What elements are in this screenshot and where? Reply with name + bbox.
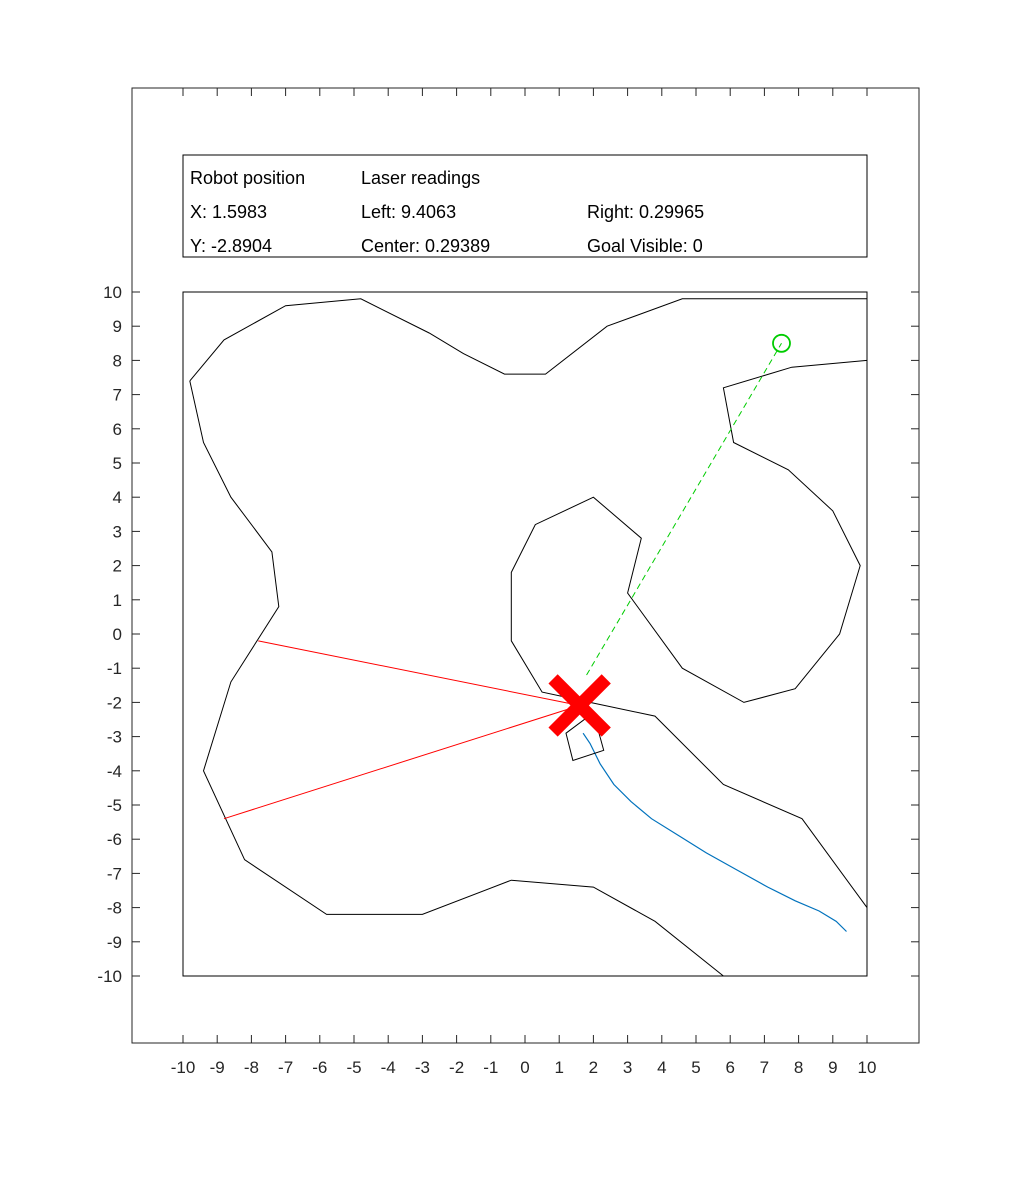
laser-center-value: Center: 0.29389 bbox=[361, 236, 490, 256]
x-tick-label: -10 bbox=[171, 1058, 196, 1077]
x-axis-tick-labels: -10 -9 -8 -7 -6 -5 -4 -3 -2 -1 0 1 2 3 4 5 6 7 8 9 10 bbox=[171, 1058, 877, 1077]
y-tick-label: -4 bbox=[107, 762, 122, 781]
x-tick-label: 9 bbox=[828, 1058, 837, 1077]
info-panel: Robot position Laser readings X: 1.5983 … bbox=[182, 154, 868, 258]
goal-visible-value: Goal Visible: 0 bbox=[587, 236, 703, 256]
laser-right-value: Right: 0.29965 bbox=[587, 202, 704, 222]
x-tick-label: -1 bbox=[483, 1058, 498, 1077]
y-tick-label: 10 bbox=[103, 283, 122, 302]
robot-position-title: Robot position bbox=[190, 168, 305, 188]
obstacle-wall-2 bbox=[510, 359, 868, 908]
y-tick-label: -5 bbox=[107, 796, 122, 815]
x-tick-label: -7 bbox=[278, 1058, 293, 1077]
robot-x-value: X: 1.5983 bbox=[190, 202, 267, 222]
arena-boundary bbox=[182, 291, 868, 977]
y-tick-label: 9 bbox=[113, 317, 122, 336]
robot-body bbox=[565, 711, 605, 762]
x-tick-label: -3 bbox=[415, 1058, 430, 1077]
x-tick-label: 1 bbox=[554, 1058, 563, 1077]
laser-ray-right bbox=[223, 705, 580, 820]
y-tick-label: -3 bbox=[107, 728, 122, 747]
robot-marker-stroke-2 bbox=[548, 674, 611, 737]
x-tick-label: 8 bbox=[794, 1058, 803, 1077]
obstacle-wall-3 bbox=[189, 380, 724, 977]
x-tick-label: 3 bbox=[623, 1058, 632, 1077]
laser-ray-left bbox=[258, 640, 580, 706]
x-tick-label: 10 bbox=[858, 1058, 877, 1077]
y-tick-label: 7 bbox=[113, 386, 122, 405]
y-tick-label: 8 bbox=[113, 351, 122, 370]
info-panel-border bbox=[182, 154, 868, 258]
x-tick-label: -2 bbox=[449, 1058, 464, 1077]
goal-marker bbox=[772, 333, 791, 353]
robot-y-value: Y: -2.8904 bbox=[190, 236, 272, 256]
y-tick-label: 1 bbox=[113, 591, 122, 610]
plot-area bbox=[182, 291, 868, 977]
x-tick-label: -4 bbox=[381, 1058, 396, 1077]
y-tick-label: -7 bbox=[107, 864, 122, 883]
robot-path bbox=[582, 732, 847, 932]
y-tick-label: -8 bbox=[107, 899, 122, 918]
laser-left-value: Left: 9.4063 bbox=[361, 202, 456, 222]
y-tick-label: -6 bbox=[107, 830, 122, 849]
y-tick-label: 6 bbox=[113, 420, 122, 439]
x-tick-label: 6 bbox=[725, 1058, 734, 1077]
y-tick-label: -9 bbox=[107, 933, 122, 952]
x-tick-label: -5 bbox=[346, 1058, 361, 1077]
x-tick-label: -9 bbox=[210, 1058, 225, 1077]
y-tick-label: 3 bbox=[113, 522, 122, 541]
y-tick-label: -2 bbox=[107, 693, 122, 712]
x-tick-label: 0 bbox=[520, 1058, 529, 1077]
y-tick-label: 0 bbox=[113, 625, 122, 644]
x-tick-label: -8 bbox=[244, 1058, 259, 1077]
y-tick-label: 4 bbox=[113, 488, 122, 507]
y-tick-label: -1 bbox=[107, 659, 122, 678]
robot-marker bbox=[548, 674, 611, 737]
y-tick-label: -10 bbox=[97, 967, 122, 986]
y-tick-label: 2 bbox=[113, 557, 122, 576]
x-tick-label: 7 bbox=[760, 1058, 769, 1077]
x-tick-label: 4 bbox=[657, 1058, 666, 1077]
y-tick-label: 5 bbox=[113, 454, 122, 473]
x-tick-label: 2 bbox=[589, 1058, 598, 1077]
x-tick-label: -6 bbox=[312, 1058, 327, 1077]
laser-readings-title: Laser readings bbox=[361, 168, 480, 188]
axis-ticks bbox=[132, 88, 919, 1043]
goal-line bbox=[586, 343, 782, 676]
x-tick-label: 5 bbox=[691, 1058, 700, 1077]
obstacle-wall-1 bbox=[189, 298, 867, 382]
